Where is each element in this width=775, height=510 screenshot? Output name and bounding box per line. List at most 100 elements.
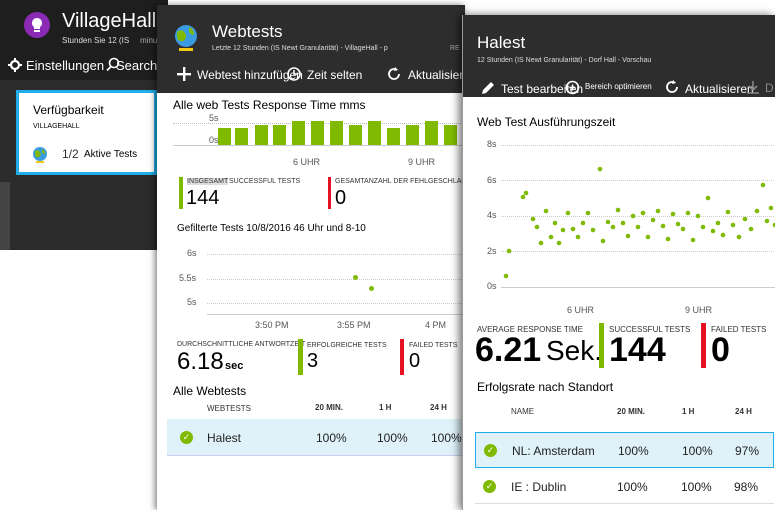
villagehall-title: VillageHall [62,10,157,32]
data-point [506,248,512,254]
data-point [580,220,586,226]
exec-chart-xtick: 9 UHR [685,305,713,315]
row-24h: 98% [734,480,759,494]
data-point [570,226,576,232]
search-button[interactable]: Search [116,58,158,73]
data-point [720,232,726,238]
halest-blade: Halest 12 Stunden (IS Newt Granularität)… [462,15,775,510]
kpi-success-label: SUCCESSFUL TESTS [609,325,691,334]
check-icon: ✓ [180,431,193,444]
failed-bar [701,323,706,368]
response-bar [330,121,343,145]
response-bar [292,121,305,145]
exec-chart-ytick: 0s [487,281,497,291]
kpi-total-label-a: INSGESAMT [187,178,229,185]
data-point [552,220,558,226]
webtests-title: Webtests [212,22,283,41]
refresh-button[interactable]: Aktualisieren [685,82,754,96]
kpi-avg-value: 6.21 [475,331,542,369]
table-header: 20 MIN. [617,407,646,416]
row-24h: 100% [431,431,462,445]
availability-tile[interactable]: Verfügbarkeit VILLAGEHALL 1/2 Aktive Tes… [16,90,157,175]
data-point [369,286,374,291]
exec-chart-ytick: 2s [487,246,497,256]
kpi-failed-label: FAILED TESTS [711,325,767,334]
kpi-avg-unit: sec [225,360,244,372]
response-bar [349,125,362,145]
availability-tile-subtitle: VILLAGEHALL [33,123,80,130]
response-bar [311,121,324,145]
filtered-chart-ytick: 5s [187,297,197,307]
data-point [655,208,661,214]
data-point [620,220,626,226]
row-1h: 100% [682,444,713,458]
data-point [768,205,774,211]
data-point [590,227,596,233]
edit-test-button[interactable]: Test bearbeiten [501,82,584,96]
webtests-subtitle-trunc: RE [450,45,460,52]
exec-scatter [503,166,775,279]
table-header: WEBTESTS [207,404,252,413]
data-point [695,213,701,219]
webtests-subtitle: Letzte 12 Stunden (IS Newt Granularität)… [212,45,388,52]
time-range-button[interactable]: Zeit selten [307,68,363,82]
filtered-chart-ytick: 5.5s [179,273,197,283]
failed-bar [328,177,331,209]
response-bar [425,121,438,145]
data-point [600,238,606,244]
exec-chart-ytick: 4s [487,210,497,220]
data-point [503,273,509,279]
data-point [556,240,562,246]
data-point [534,224,540,230]
zoom-range-button[interactable]: Bereich optimieren [585,82,652,91]
row-20min: 100% [316,431,347,445]
gridline [207,279,462,280]
kpi-total-label-b: SUCCESSFUL TESTS [229,178,301,185]
data-point [635,224,641,230]
kpi-failed-label: FAILED TESTS [409,342,458,349]
zoom-icon[interactable] [565,80,580,95]
webtests-blade: Webtests Letzte 12 Stunden (IS Newt Gran… [157,5,511,510]
data-point [705,195,711,201]
plus-icon[interactable] [177,67,191,81]
data-point [605,219,611,225]
axis-line [207,314,462,315]
refresh-icon[interactable] [386,66,402,82]
response-chart-ytick: 5s [209,113,219,123]
response-chart-xtick: 9 UHR [408,157,436,167]
pencil-icon[interactable] [481,81,495,95]
row-location: NL: Amsterdam [512,444,595,458]
refresh-icon[interactable] [664,79,680,95]
add-webtest-button[interactable]: Webtest hinzufügen [197,68,303,82]
kpi-avg-label: AVERAGE RESPONSE TIME [477,325,583,334]
globe-icon [33,147,47,163]
villagehall-subtitle: Stunden Sie 12 (IS [62,36,130,45]
response-chart-xtick: 6 UHR [293,157,321,167]
download-icon[interactable] [746,80,760,94]
success-by-location-title: Erfolgsrate nach Standort [477,380,614,394]
settings-button[interactable]: Einstellungen [26,58,105,73]
exec-chart-ytick: 8s [487,139,497,149]
clock-icon[interactable] [287,67,301,81]
response-bar [218,128,231,145]
kpi-failed-label: GESAMTANZAHL DER FEHLGESCHLAGENEN TESTS [335,178,511,185]
data-point [565,210,571,216]
row-20min: 100% [617,480,648,494]
search-icon[interactable] [106,57,120,71]
table-row[interactable]: ✓ Halest 100% 100% 100% [167,419,463,456]
download-truncated: D [765,81,774,95]
data-point [630,213,636,219]
filtered-chart-xtick: 3:50 PM [255,320,289,330]
success-bar [298,339,303,375]
availability-tile-title: Verfügbarkeit [33,103,104,117]
refresh-button[interactable]: Aktualisieren [408,68,477,82]
gridline [501,216,775,217]
table-row[interactable]: ✓ IE : Dublin 100% 100% 98% [475,470,774,504]
kpi-success-label: ERFOLGREICHE TESTS [307,342,387,349]
table-row[interactable]: ✓ NL: Amsterdam 100% 100% 97% [475,432,774,468]
active-tests-label: Aktive Tests [84,149,138,160]
gear-icon[interactable] [8,58,22,72]
row-24h: 97% [735,444,760,458]
globe-icon [175,25,197,51]
data-point [690,237,696,243]
